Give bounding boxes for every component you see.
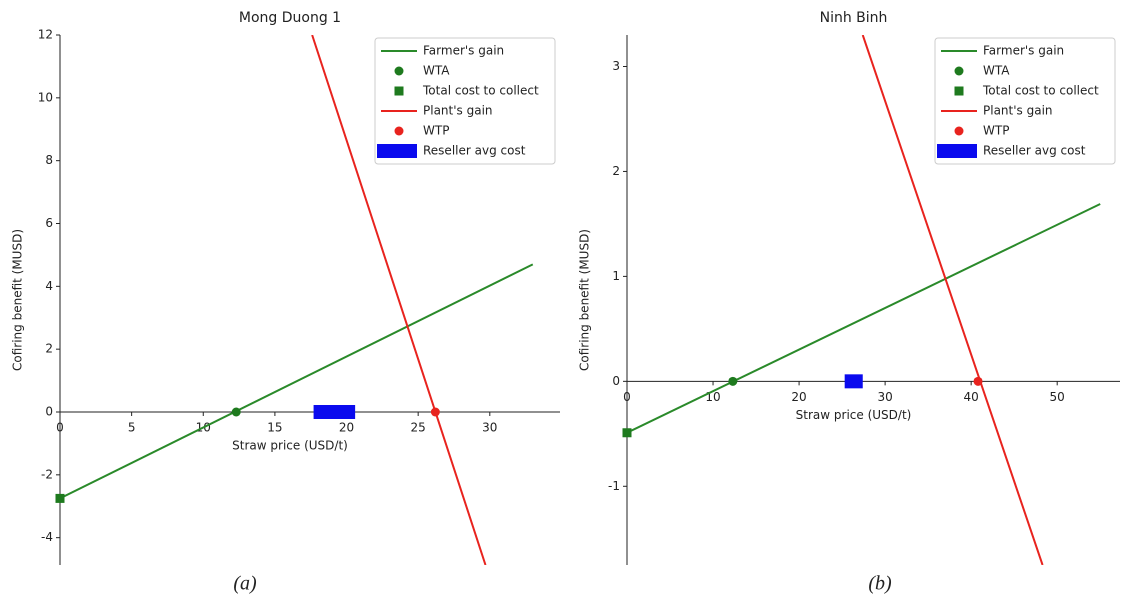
x-tick-label: 25 (411, 421, 426, 435)
chart-title: Mong Duong 1 (239, 10, 341, 26)
legend-label: WTP (423, 124, 449, 138)
y-tick-label: 1 (612, 269, 620, 283)
y-axis-label: Cofiring benefit (MUSD) (11, 229, 25, 371)
y-tick-label: 8 (45, 153, 53, 167)
x-tick-label: 5 (128, 421, 136, 435)
legend-swatch (394, 86, 404, 96)
x-tick-label: 15 (267, 421, 282, 435)
y-tick-label: -2 (41, 467, 53, 481)
legend-label: Plant's gain (983, 104, 1053, 118)
x-tick-label: 40 (964, 390, 979, 404)
marker (622, 428, 632, 438)
legend-label: Farmer's gain (983, 44, 1064, 58)
series-line (861, 35, 1044, 565)
marker (973, 376, 983, 386)
caption: (a) (233, 573, 257, 595)
legend-label: Reseller avg cost (423, 144, 526, 158)
series-line (60, 263, 534, 500)
caption: (b) (868, 573, 892, 595)
y-tick-label: 3 (612, 59, 620, 73)
x-tick-label: 0 (56, 421, 64, 435)
x-tick-label: 30 (877, 390, 892, 404)
marker (231, 407, 241, 417)
legend-label: Reseller avg cost (983, 144, 1086, 158)
marker (55, 493, 65, 503)
x-tick-label: 0 (623, 390, 631, 404)
legend-label: WTA (983, 64, 1010, 78)
legend-swatch (937, 144, 977, 158)
plot-area (627, 35, 1101, 565)
legend-label: Plant's gain (423, 104, 493, 118)
legend-label: Farmer's gain (423, 44, 504, 58)
legend-label: WTA (423, 64, 450, 78)
marker (728, 376, 738, 386)
legend-box (374, 37, 556, 165)
y-tick-label: 10 (38, 90, 53, 104)
series-line (627, 203, 1101, 434)
y-tick-label: 2 (612, 164, 620, 178)
x-tick-label: 20 (791, 390, 806, 404)
x-tick-label: 30 (482, 421, 497, 435)
y-axis-label: Cofiring benefit (MUSD) (578, 229, 592, 371)
x-axis-label: Straw price (USD/t) (796, 408, 912, 422)
y-tick-label: 0 (612, 374, 620, 388)
legend-label: WTP (983, 124, 1009, 138)
x-axis-label: Straw price (USD/t) (232, 439, 348, 453)
legend-box (934, 37, 1116, 165)
legend-swatch (394, 126, 404, 136)
y-tick-label: 12 (38, 28, 53, 42)
reseller-bar (844, 374, 863, 389)
x-tick-label: 50 (1050, 390, 1065, 404)
legend-swatch (954, 126, 964, 136)
legend-swatch (394, 66, 404, 76)
y-tick-label: 6 (45, 216, 53, 230)
plot-area (60, 35, 534, 565)
legend-swatch (954, 66, 964, 76)
legend-label: Total cost to collect (982, 84, 1099, 98)
reseller-bar (313, 405, 356, 420)
legend-label: Total cost to collect (422, 84, 539, 98)
legend-swatch (377, 144, 417, 158)
marker (430, 407, 440, 417)
legend-swatch (954, 86, 964, 96)
y-tick-label: 0 (45, 405, 53, 419)
series-line (311, 35, 487, 565)
x-tick-label: 20 (339, 421, 354, 435)
y-tick-label: -1 (608, 479, 620, 493)
y-tick-label: 2 (45, 342, 53, 356)
chart-title: Ninh Binh (820, 10, 888, 26)
y-tick-label: 4 (45, 279, 53, 293)
y-tick-label: -4 (41, 530, 53, 544)
